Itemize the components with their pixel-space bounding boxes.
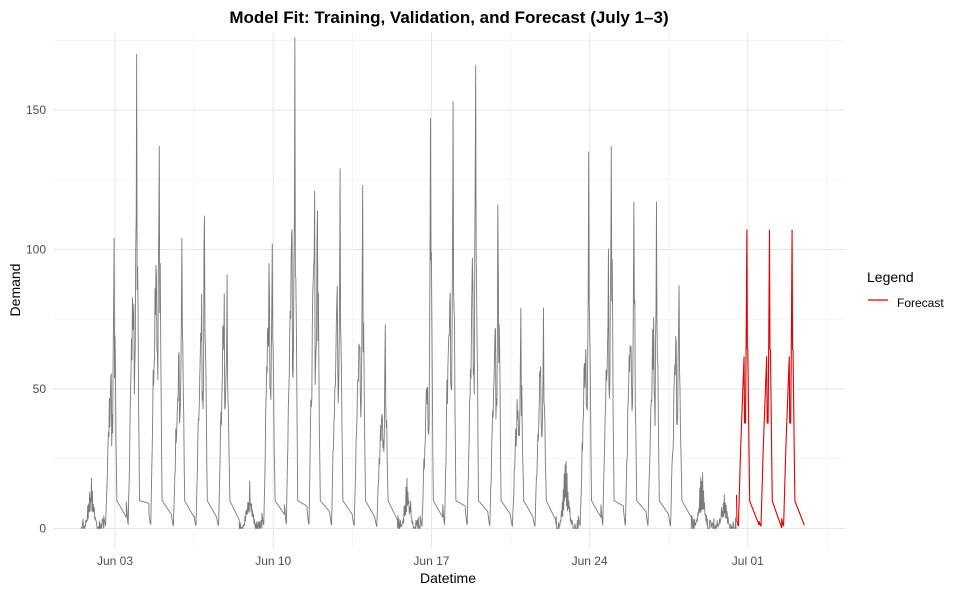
history-line-segment — [713, 494, 737, 529]
history-line-segment — [125, 53, 150, 525]
history-line-segment — [351, 184, 376, 526]
y-tick-label: 0 — [39, 521, 46, 535]
x-tick-label: Jul 01 — [732, 554, 764, 568]
history-line-segment — [442, 101, 466, 525]
legend: Legend Forecast — [867, 269, 944, 310]
x-axis-ticks: Jun 03 Jun 10 Jun 17 Jun 24 Jul 01 — [97, 554, 764, 568]
history-line-segment — [600, 145, 624, 526]
history-line-segment — [171, 237, 195, 527]
history-line-segment — [80, 477, 105, 529]
history-line-segment — [623, 201, 647, 526]
forecast-line-segment — [781, 229, 805, 528]
forecast-series — [735, 229, 805, 529]
history-line-segment — [261, 243, 285, 529]
x-tick-label: Jun 17 — [413, 554, 449, 568]
y-tick-label: 100 — [26, 243, 46, 257]
history-line-segment — [555, 461, 579, 529]
history-line-segment — [329, 168, 353, 526]
history-line-segment — [668, 285, 692, 527]
forecast-line-segment — [735, 229, 760, 527]
history-line-segment — [419, 118, 444, 529]
history-line-segment — [577, 151, 602, 527]
history-line-segment — [532, 307, 557, 527]
history-line-segment — [148, 145, 172, 525]
history-line-segment — [510, 307, 534, 527]
legend-label-forecast: Forecast — [897, 296, 944, 310]
history-line-segment — [193, 215, 218, 526]
x-tick-label: Jun 24 — [572, 554, 608, 568]
y-tick-label: 150 — [26, 103, 46, 117]
grid-lines — [54, 32, 845, 548]
history-line-segment — [645, 201, 670, 526]
history-line-segment — [374, 324, 398, 527]
legend-title: Legend — [867, 269, 914, 285]
history-line-segment — [238, 480, 263, 529]
forecast-line-segment — [758, 229, 783, 529]
y-axis-title: Demand — [7, 264, 23, 317]
y-tick-label: 50 — [33, 382, 47, 396]
history-line-segment — [284, 37, 308, 525]
y-axis-ticks: 0 50 100 150 — [26, 103, 46, 535]
history-line-segment — [216, 274, 240, 526]
x-tick-label: Jun 10 — [255, 554, 291, 568]
x-tick-label: Jun 03 — [97, 554, 133, 568]
history-line-segment — [487, 204, 511, 527]
history-line-segment — [690, 472, 715, 529]
history-line-segment — [103, 237, 127, 529]
x-axis-title: Datetime — [420, 570, 476, 586]
history-line-segment — [306, 190, 331, 525]
history-line-segment — [464, 65, 489, 526]
history-series — [80, 37, 737, 529]
chart-title: Model Fit: Training, Validation, and For… — [229, 8, 668, 27]
history-line-segment — [397, 477, 421, 529]
